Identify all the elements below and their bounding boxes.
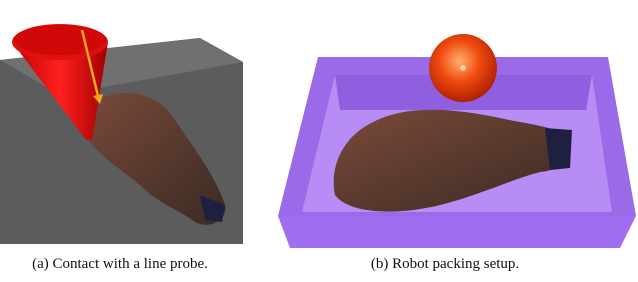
probe-image [0,24,243,244]
figure-images [0,0,638,282]
caption: (b) Robot packing setup. [290,256,600,273]
figure-page: (a) Contact with a line probe. (b) Robot… [0,0,638,282]
caption: (a) Contact with a line probe. [0,256,240,273]
packing-image [278,34,636,248]
